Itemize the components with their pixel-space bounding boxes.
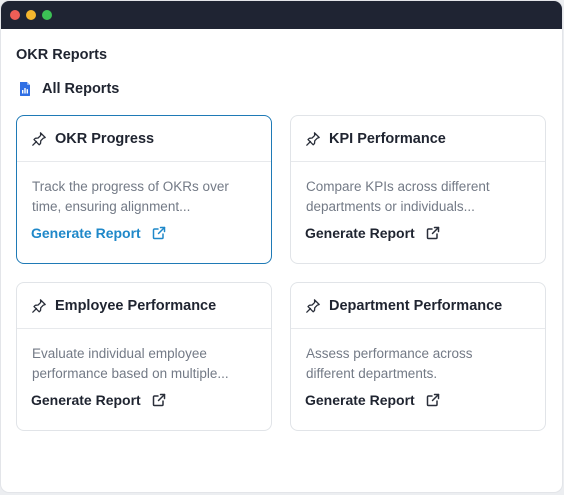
card-header: Department Performance — [291, 283, 545, 329]
report-document-icon — [20, 82, 30, 96]
card-title: KPI Performance — [329, 130, 446, 147]
breadcrumb-label: All Reports — [42, 81, 120, 97]
close-window-button[interactable] — [10, 10, 20, 20]
window-titlebar — [1, 1, 562, 29]
minimize-window-button[interactable] — [26, 10, 36, 20]
card-description-line: Compare KPIs across different — [306, 179, 490, 194]
card-description: Evaluate individual employee performance… — [17, 329, 271, 384]
generate-report-label: Generate Report — [305, 392, 415, 408]
report-card-okr-progress[interactable]: OKR Progress Track the progress of OKRs … — [16, 115, 272, 264]
report-card-kpi-performance[interactable]: KPI Performance Compare KPIs across diff… — [290, 115, 546, 264]
breadcrumb-all-reports[interactable]: All Reports — [17, 81, 119, 97]
external-link-icon — [426, 226, 439, 240]
card-title: Employee Performance — [55, 297, 217, 314]
card-title: Department Performance — [329, 297, 503, 314]
card-description: Track the progress of OKRs over time, en… — [17, 162, 271, 217]
maximize-window-button[interactable] — [42, 10, 52, 20]
card-description-line: performance based on multiple... — [32, 366, 229, 381]
card-description-line: Assess performance across — [306, 346, 473, 361]
external-link-icon — [426, 393, 439, 407]
card-description: Compare KPIs across different department… — [291, 162, 545, 217]
pin-icon[interactable] — [305, 131, 321, 147]
card-description-line: departments or individuals... — [306, 199, 475, 214]
card-title: OKR Progress — [55, 130, 155, 147]
generate-report-link[interactable]: Generate Report — [17, 392, 271, 408]
report-card-employee-performance[interactable]: Employee Performance Evaluate individual… — [16, 282, 272, 431]
generate-report-label: Generate Report — [31, 392, 141, 408]
pin-icon[interactable] — [305, 298, 321, 314]
generate-report-link[interactable]: Generate Report — [291, 392, 545, 408]
card-description-line: different departments. — [306, 366, 438, 381]
generate-report-link[interactable]: Generate Report — [291, 225, 545, 241]
generate-report-label: Generate Report — [305, 225, 415, 241]
card-description-line: time, ensuring alignment... — [32, 199, 191, 214]
card-header: KPI Performance — [291, 116, 545, 162]
generate-report-link[interactable]: Generate Report — [17, 225, 271, 241]
pin-icon[interactable] — [31, 131, 47, 147]
page-title: OKR Reports — [16, 47, 108, 63]
card-description-line: Evaluate individual employee — [32, 346, 207, 361]
card-description: Assess performance across different depa… — [291, 329, 545, 384]
card-header: OKR Progress — [17, 116, 271, 162]
report-card-department-performance[interactable]: Department Performance Assess performanc… — [290, 282, 546, 431]
pin-icon[interactable] — [31, 298, 47, 314]
external-link-icon — [152, 393, 165, 407]
external-link-icon — [152, 226, 165, 240]
card-header: Employee Performance — [17, 283, 271, 329]
generate-report-label: Generate Report — [31, 225, 141, 241]
card-description-line: Track the progress of OKRs over — [32, 179, 229, 194]
